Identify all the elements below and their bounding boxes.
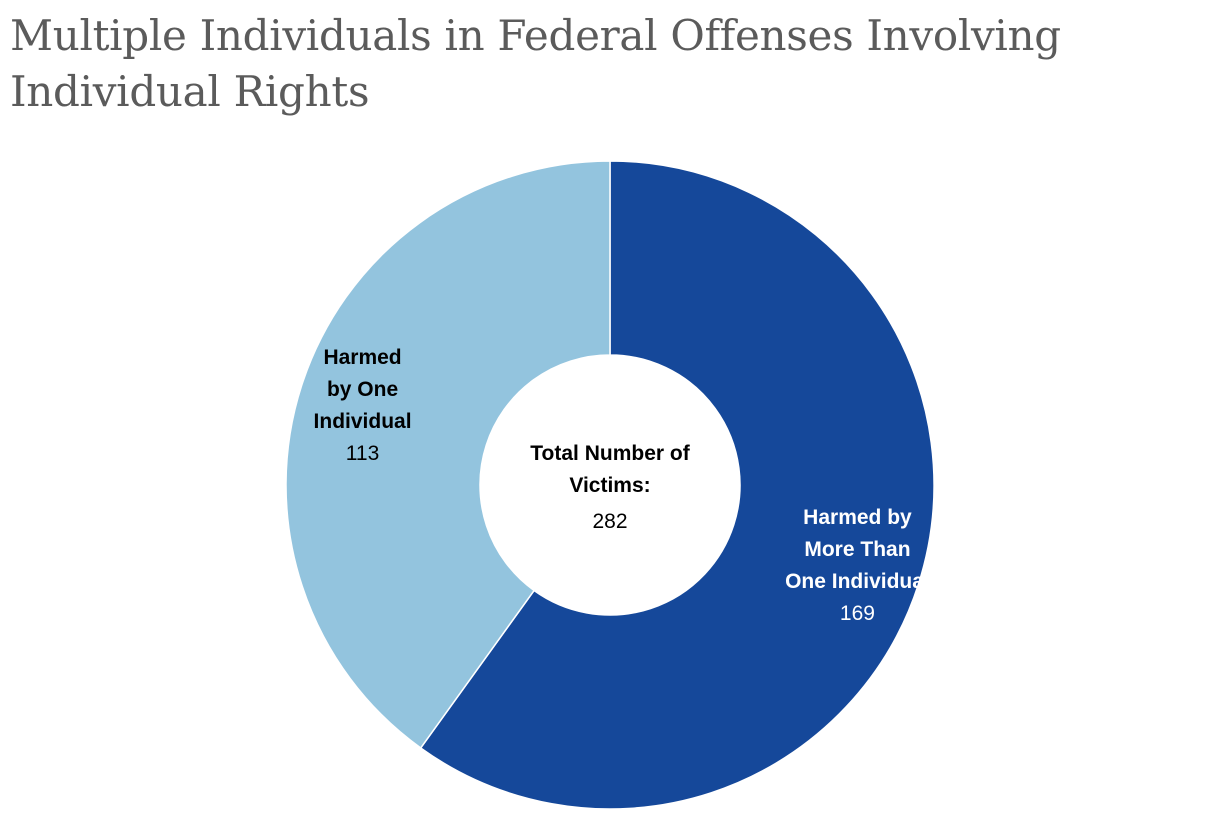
- center-label-line: Total Number of: [530, 442, 690, 465]
- slice-value: 169: [840, 602, 875, 625]
- slice-label-harmed-by-one-individual: Harmed by One Individual 113: [314, 346, 412, 465]
- slice-labels: Harmed by More Than One Individual 169Harme…: [314, 346, 930, 625]
- slice-label-line: by One: [327, 378, 398, 401]
- center-label: Total Number of Victims: 282: [530, 442, 690, 533]
- slice-label-line: More Than: [804, 538, 910, 561]
- slice-harmed-by-more-than-one-individual: [419, 160, 935, 810]
- center-total-label: Total Number of Victims: 282: [530, 442, 690, 533]
- slice-label-line: Harmed: [323, 346, 401, 369]
- donut-slices: [285, 160, 935, 810]
- center-label-line: Victims:: [569, 474, 650, 497]
- chart-title: Multiple Individuals in Federal Offenses…: [10, 11, 1061, 116]
- slice-label-line: Harmed by: [803, 506, 912, 529]
- slice-harmed-by-one-individual: [285, 160, 611, 750]
- slice-label-harmed-by-more-than-one-individual: Harmed by More Than One Individual 169: [785, 506, 930, 625]
- slice-label-line: Individual: [314, 410, 412, 433]
- slice-label-line: One Individual: [785, 570, 930, 593]
- slice-value: 113: [346, 442, 379, 465]
- center-total-value: 282: [592, 510, 627, 533]
